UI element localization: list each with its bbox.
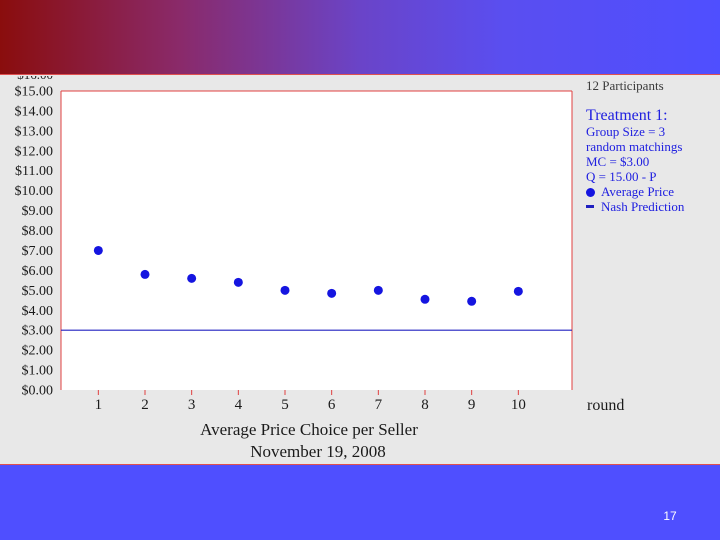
legend-average-label: Average Price: [601, 184, 675, 199]
x-tick-label: 2: [141, 397, 149, 413]
x-tick-label: 6: [328, 397, 336, 413]
average-price-point: [187, 273, 197, 283]
y-tick-label: $3.00: [22, 324, 54, 339]
y-tick-label: $0.00: [22, 384, 54, 399]
slide-content: $16.00 $0.00 $1.00 $2.00 $3.00 $4.00 $5.00 $6.0…: [0, 75, 720, 464]
divider-bottom: [0, 464, 720, 465]
legend-demand: Q = 15.00 - P: [586, 169, 657, 184]
average-price-point: [467, 296, 477, 306]
average-price-point: [233, 277, 243, 287]
y-tick-label: $11.00: [15, 164, 53, 179]
plot-area: [61, 91, 572, 390]
scatter-chart: $16.00 $0.00 $1.00 $2.00 $3.00 $4.00 $5.00 $6.0…: [0, 75, 624, 461]
average-price-point: [280, 285, 290, 295]
legend-mc: MC = $3.00: [586, 154, 650, 169]
x-tick-label: 7: [375, 397, 383, 413]
slide-number: 17: [663, 509, 677, 523]
x-tick-label: 9: [468, 397, 476, 413]
legend-group-size: Group Size = 3: [586, 124, 666, 139]
average-price-point: [93, 245, 103, 255]
x-tick-label: 3: [188, 397, 196, 413]
legend-average-price: Average Price: [586, 184, 674, 199]
y-tick-label: $5.00: [22, 284, 54, 299]
clip-cover: [0, 75, 58, 76]
legend-title: Treatment 1:: [586, 107, 668, 124]
y-tick-label: $7.00: [22, 244, 54, 259]
chart-caption-date: November 19, 2008: [250, 442, 386, 461]
x-tick-label: 4: [235, 397, 243, 413]
y-tick-label-clipped: $16.00: [17, 75, 53, 82]
y-tick-label: $4.00: [22, 304, 54, 319]
average-price-point: [420, 294, 430, 304]
title-band: [0, 0, 720, 75]
y-tick-label: $10.00: [15, 184, 54, 199]
y-tick-label: $6.00: [22, 264, 54, 279]
y-tick-label: $15.00: [15, 85, 54, 100]
x-tick-label: 5: [281, 397, 289, 413]
x-tick-label: 10: [511, 397, 526, 413]
x-tick-label: 1: [95, 397, 103, 413]
average-price-point: [140, 269, 150, 279]
y-tick-label: $13.00: [15, 124, 54, 139]
y-tick-label: $14.00: [15, 104, 54, 119]
chart-caption-title: Average Price Choice per Seller: [200, 420, 418, 439]
legend-nash-prediction: Nash Prediction: [586, 199, 684, 214]
participants-label: 12 Participants: [586, 78, 664, 93]
average-price-point: [327, 288, 337, 298]
divider-top: [0, 74, 720, 75]
x-tick-label: 8: [421, 397, 429, 413]
legend-nash-label: Nash Prediction: [601, 199, 685, 214]
x-axis-label: round: [587, 397, 624, 414]
y-tick-label: $9.00: [22, 204, 54, 219]
y-tick-label: $2.00: [22, 344, 54, 359]
legend-matchings: random matchings: [586, 139, 683, 154]
average-price-point: [373, 285, 383, 295]
y-tick-label: $1.00: [22, 364, 54, 379]
legend-dot-icon: [586, 188, 595, 197]
y-tick-label: $8.00: [22, 224, 54, 239]
average-price-point: [513, 286, 523, 296]
legend-dash-icon: [586, 205, 594, 208]
y-tick-label: $12.00: [15, 144, 54, 159]
footer-band: [0, 465, 720, 540]
